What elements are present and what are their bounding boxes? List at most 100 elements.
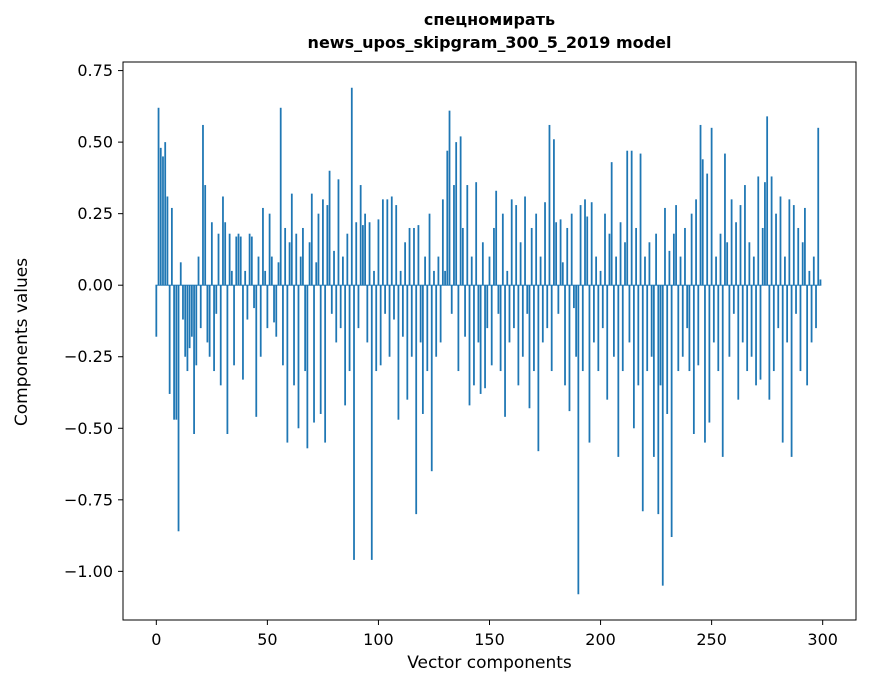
bar (359, 185, 362, 286)
bar (370, 285, 373, 560)
bar (157, 107, 160, 286)
bar (424, 256, 426, 286)
bar (326, 205, 329, 286)
bar (521, 285, 524, 357)
bar (173, 285, 175, 420)
bar (297, 285, 300, 429)
bar (819, 279, 822, 286)
bar (781, 285, 784, 443)
bar (630, 150, 633, 286)
bar (375, 285, 378, 372)
bar (293, 285, 295, 386)
bar (368, 222, 371, 286)
bar (479, 285, 482, 394)
bar (755, 285, 757, 386)
bar (528, 285, 531, 409)
bar (381, 199, 384, 286)
bar (779, 196, 782, 286)
bar (202, 124, 204, 286)
bar (450, 285, 453, 314)
bar (273, 285, 275, 323)
bar (188, 285, 191, 349)
bar (639, 153, 642, 286)
bar (672, 233, 675, 286)
bar (233, 285, 235, 366)
bar (337, 179, 340, 286)
bar (586, 216, 589, 286)
bar (408, 227, 411, 286)
bar (308, 242, 311, 286)
bar (175, 285, 178, 420)
bar (615, 256, 617, 286)
bar (319, 285, 322, 414)
bar (550, 285, 553, 372)
bar (373, 270, 375, 286)
bar (461, 227, 464, 286)
bar (362, 225, 364, 286)
bar (421, 285, 424, 414)
axes-frame (122, 61, 857, 621)
x-tick-label: 0 (151, 630, 161, 649)
bar (386, 199, 389, 286)
bar (806, 285, 809, 386)
bar (506, 270, 509, 286)
bar (679, 256, 682, 286)
bar (317, 213, 320, 286)
bar (604, 213, 606, 286)
bar (224, 222, 227, 286)
bar (428, 213, 431, 286)
bar (590, 202, 593, 286)
x-tick-label: 150 (474, 630, 505, 649)
bar (701, 159, 704, 286)
bar (417, 225, 420, 286)
bar (786, 285, 789, 343)
bar (641, 285, 644, 512)
bar (712, 285, 715, 343)
bar (464, 285, 466, 337)
bar (799, 285, 802, 372)
bar (757, 176, 760, 286)
bar (446, 150, 449, 286)
zero-baseline (155, 284, 822, 286)
bar (250, 236, 253, 286)
bar (606, 285, 609, 400)
bar (575, 285, 578, 357)
bar (601, 285, 604, 329)
bar (390, 196, 393, 286)
bar (228, 233, 231, 286)
bar (619, 222, 622, 286)
bar (768, 285, 771, 400)
bar (350, 87, 353, 286)
bar (195, 285, 198, 366)
bar (197, 256, 200, 286)
bar (744, 185, 746, 286)
bar (759, 285, 762, 380)
bar (613, 285, 615, 357)
bar (259, 285, 262, 357)
bar (344, 285, 347, 406)
bar (315, 262, 318, 286)
bar (766, 116, 769, 286)
bar (226, 285, 229, 434)
bar (770, 176, 773, 286)
bar (721, 285, 724, 457)
bar (717, 285, 720, 372)
bar (599, 270, 602, 286)
bar (650, 285, 653, 357)
bar (286, 285, 289, 443)
chart-title: спецномирать news_upos_skipgram_300_5_20… (123, 8, 856, 54)
bar (553, 139, 555, 286)
bar (515, 205, 518, 286)
bar (577, 285, 580, 595)
bar (248, 233, 251, 286)
bar (692, 285, 695, 434)
bar (184, 285, 187, 357)
bar (182, 285, 184, 320)
bar (155, 285, 158, 337)
bar (348, 285, 351, 372)
bar (330, 285, 333, 314)
y-tick-label: 0.00 (77, 276, 113, 295)
bar (355, 222, 358, 286)
bar (457, 285, 460, 372)
